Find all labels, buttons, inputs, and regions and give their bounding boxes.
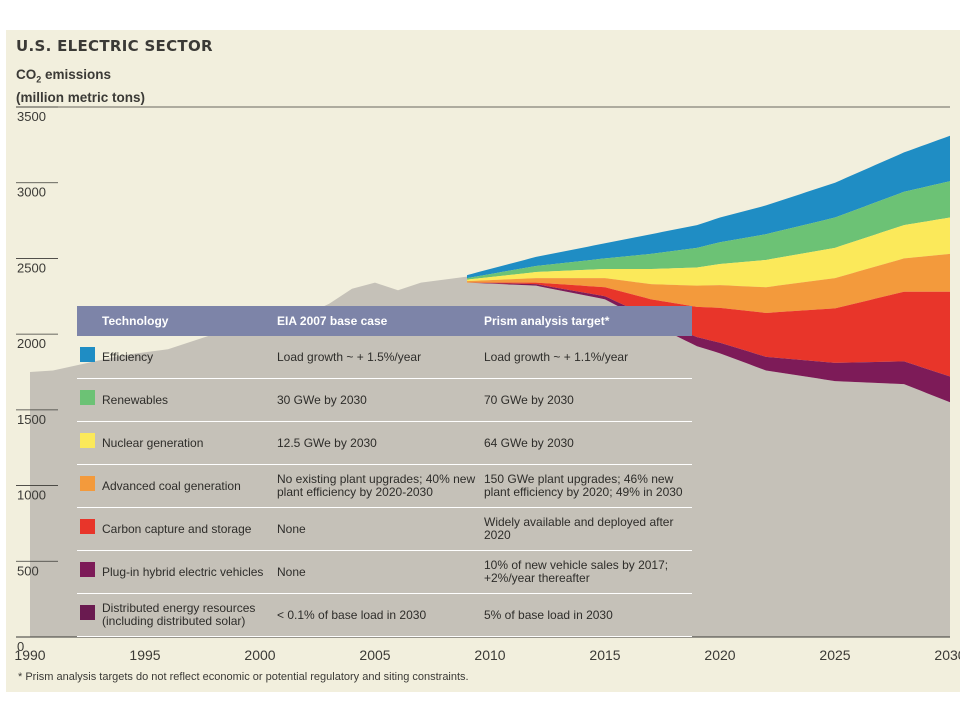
wedge-renewables	[467, 181, 950, 280]
table-row: Plug-in hybrid electric vehicles None 10% …	[77, 551, 692, 594]
wedge-carbon-capture-and-storage	[467, 282, 950, 377]
legend-swatch	[80, 519, 95, 534]
technology-cell: Renewables	[102, 392, 169, 407]
base-case-cell: No existing plant upgrades; 40% new plan…	[277, 472, 476, 499]
x-tick-label: 1995	[129, 647, 160, 663]
table-row: Distributed energy resources (including …	[77, 594, 692, 637]
y-tick-label: 3500	[17, 109, 46, 124]
base-case-cell: 12.5 GWe by 2030	[277, 435, 377, 450]
table-header-row: Technology EIA 2007 base case Prism anal…	[77, 306, 692, 336]
wedge-nuclear-generation	[467, 217, 950, 288]
wedge-plug-in-hybrid-electric-vehicles	[467, 282, 950, 403]
base-case-cell: < 0.1% of base load in 2030	[277, 607, 427, 622]
table-row: Renewables 30 GWe by 2030 70 GWe by 2030	[77, 379, 692, 422]
target-cell: 150 GWe plant upgrades; 46% new plant ef…	[484, 472, 683, 499]
legend-swatch	[80, 347, 95, 362]
y-tick-label: 3000	[17, 185, 46, 200]
header-technology: Technology	[102, 314, 169, 328]
legend-swatch	[80, 562, 95, 577]
target-cell: 64 GWe by 2030	[484, 435, 574, 450]
legend-swatch	[80, 605, 95, 620]
header-base-case: EIA 2007 base case	[277, 314, 388, 328]
technology-cell: Distributed energy resources (including …	[102, 601, 256, 628]
base-case-cell: None	[277, 564, 306, 579]
y-tick-label: 2000	[17, 336, 46, 351]
legend-swatch	[80, 390, 95, 405]
y-tick-label: 500	[17, 563, 39, 578]
table-row: Carbon capture and storage None Widely ava…	[77, 508, 692, 551]
legend-swatch	[80, 433, 95, 448]
target-cell: 10% of new vehicle sales by 2017; +2%/ye…	[484, 558, 669, 585]
base-case-cell: Load growth ~ + 1.5%/year	[277, 349, 422, 364]
technology-cell: Advanced coal generation	[102, 478, 241, 493]
y-tick-label: 1000	[17, 488, 46, 503]
x-tick-label: 2025	[819, 647, 850, 663]
technology-cell: Carbon capture and storage	[102, 521, 252, 536]
legend-swatch	[80, 476, 95, 491]
technology-table: Technology EIA 2007 base case Prism anal…	[77, 306, 692, 637]
x-tick-label: 2020	[704, 647, 735, 663]
base-case-cell: None	[277, 521, 306, 536]
target-cell: Widely available and deployed after 2020	[484, 515, 674, 542]
footnote: * Prism analysis targets do not reflect …	[18, 671, 469, 683]
y-tick-label: 2500	[17, 260, 46, 275]
y-tick-label: 0	[17, 639, 24, 654]
technology-cell: Nuclear generation	[102, 435, 204, 450]
technology-cell: Efficiency	[102, 349, 154, 364]
target-cell: 70 GWe by 2030	[484, 392, 574, 407]
x-tick-label: 2030	[934, 647, 960, 663]
x-tick-label: 2010	[474, 647, 505, 663]
table-row: Nuclear generation 12.5 GWe by 2030 64 GWe…	[77, 422, 692, 465]
table-row: Efficiency Load growth ~ + 1.5%/year Load …	[77, 336, 692, 379]
wedge-efficiency	[467, 135, 950, 279]
technology-cell: Plug-in hybrid electric vehicles	[102, 564, 264, 579]
x-tick-label: 2000	[244, 647, 275, 663]
area-base-emissions	[30, 276, 950, 637]
x-tick-label: 1990	[14, 647, 45, 663]
y-tick-label: 1500	[17, 412, 46, 427]
header-target: Prism analysis target*	[484, 314, 610, 328]
wedge-advanced-coal-generation	[467, 253, 950, 313]
base-case-cell: 30 GWe by 2030	[277, 392, 367, 407]
target-cell: 5% of base load in 2030	[484, 607, 613, 622]
chart-title: U.S. ELECTRIC SECTOR	[16, 37, 213, 55]
x-tick-label: 2015	[589, 647, 620, 663]
table-row: Advanced coal generation No existing plan…	[77, 465, 692, 508]
x-tick-label: 2005	[359, 647, 390, 663]
target-cell: Load growth ~ + 1.1%/year	[484, 349, 629, 364]
y-axis-label: CO2 emissions (million metric tons)	[16, 67, 146, 105]
